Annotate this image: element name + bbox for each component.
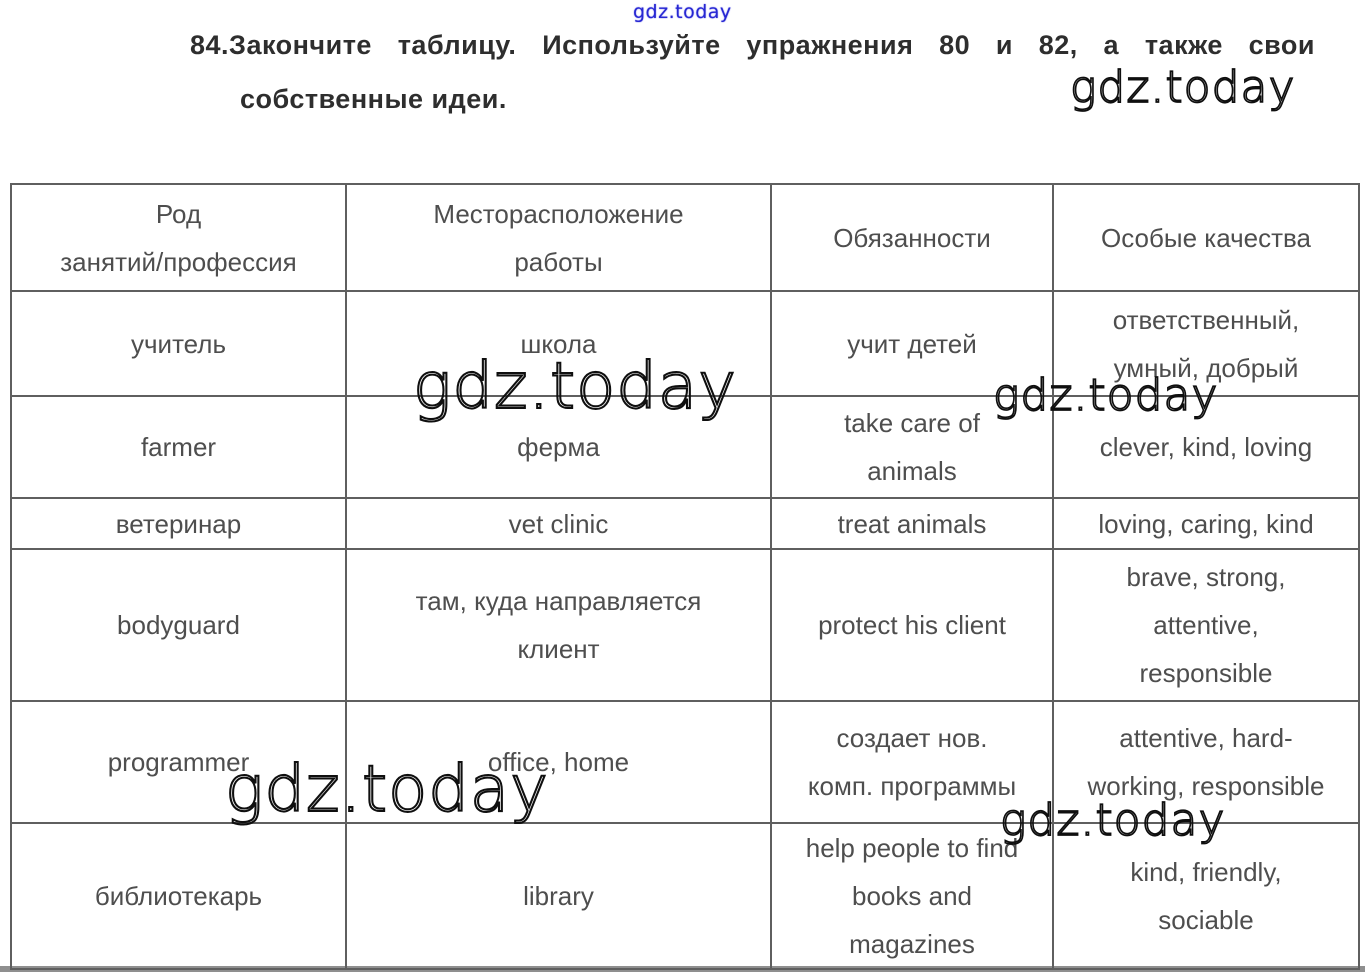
cell-duties: создает нов. комп. программы xyxy=(770,700,1054,824)
table-row: farmer ферма take care of animals clever… xyxy=(10,395,1360,499)
cell-duties: help people to find books and magazines xyxy=(770,822,1054,970)
cell-qualities: clever, kind, loving xyxy=(1052,395,1360,499)
cell-workplace: школа xyxy=(345,290,772,397)
cell-profession: ветеринар xyxy=(10,497,347,550)
professions-table: Род занятий/профессия Месторасположение … xyxy=(10,183,1360,970)
cell-profession: библиотекарь xyxy=(10,822,347,970)
table-row: учитель школа учит детей ответственный, … xyxy=(10,290,1360,397)
cell-workplace: ферма xyxy=(345,395,772,499)
cell-qualities: brave, strong, attentive, responsible xyxy=(1052,548,1360,702)
cell-workplace: vet clinic xyxy=(345,497,772,550)
cell-profession: farmer xyxy=(10,395,347,499)
cell-profession: учитель xyxy=(10,290,347,397)
cell-workplace: там, куда направляется клиент xyxy=(345,548,772,702)
task-statement: 84.Закончите таблицу. Используйте упражн… xyxy=(190,30,1315,115)
cell-qualities: attentive, hard- working, responsible xyxy=(1052,700,1360,824)
table-row: ветеринар vet clinic treat animals lovin… xyxy=(10,497,1360,550)
table-header-row: Род занятий/профессия Месторасположение … xyxy=(10,183,1360,292)
header-workplace: Месторасположение работы xyxy=(345,183,772,292)
cell-profession: programmer xyxy=(10,700,347,824)
cell-workplace: office, home xyxy=(345,700,772,824)
cell-qualities: kind, friendly, sociable xyxy=(1052,822,1360,970)
cell-qualities: ответственный, умный, добрый xyxy=(1052,290,1360,397)
task-line-1: 84.Закончите таблицу. Используйте упражн… xyxy=(190,30,1315,60)
cell-workplace: library xyxy=(345,822,772,970)
cell-profession: bodyguard xyxy=(10,548,347,702)
gdz-watermark: gdz.today xyxy=(633,1,732,23)
header-qualities: Особые качества xyxy=(1052,183,1360,292)
header-profession: Род занятий/профессия xyxy=(10,183,347,292)
cell-duties: protect his client xyxy=(770,548,1054,702)
table-row: programmer office, home создает нов. ком… xyxy=(10,700,1360,824)
cell-duties: treat animals xyxy=(770,497,1054,550)
task-line-2: собственные идеи. xyxy=(240,84,507,114)
table-row: библиотекарь library help people to find… xyxy=(10,822,1360,970)
cell-duties: take care of animals xyxy=(770,395,1054,499)
scan-edge-strip xyxy=(0,966,1365,972)
cell-qualities: loving, caring, kind xyxy=(1052,497,1360,550)
table-row: bodyguard там, куда направляется клиент … xyxy=(10,548,1360,702)
header-duties: Обязанности xyxy=(770,183,1054,292)
cell-duties: учит детей xyxy=(770,290,1054,397)
